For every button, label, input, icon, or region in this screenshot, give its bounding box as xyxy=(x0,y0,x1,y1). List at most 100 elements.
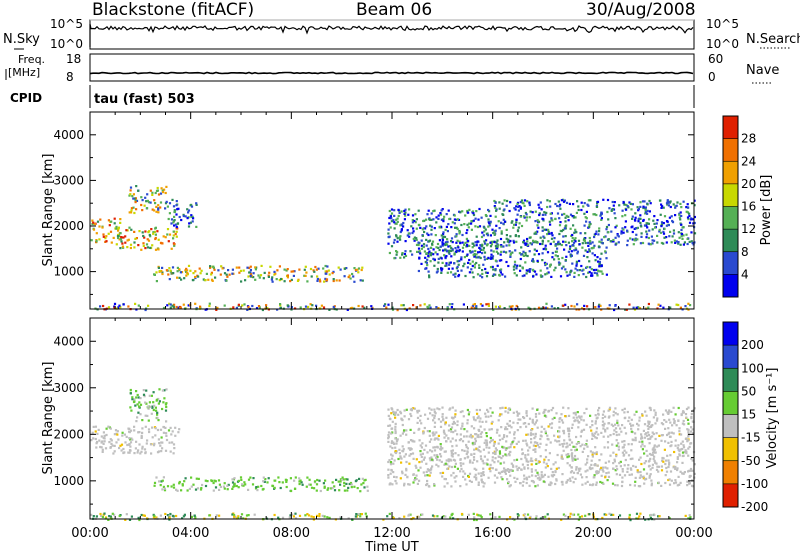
heatmap-cell xyxy=(632,464,635,468)
heatmap-cell xyxy=(633,238,636,241)
heatmap-cell xyxy=(439,443,442,446)
heatmap-cell xyxy=(411,253,414,256)
heatmap-cell xyxy=(96,432,99,435)
nsearch-tick-top: 10^5 xyxy=(706,17,739,31)
heatmap-cell xyxy=(157,211,160,214)
heatmap-cell xyxy=(424,267,427,270)
heatmap-cell xyxy=(387,424,390,427)
heatmap-cell xyxy=(486,463,489,466)
heatmap-cell xyxy=(98,238,101,241)
heatmap-cell xyxy=(605,273,608,276)
heatmap-cell xyxy=(502,222,505,225)
heatmap-cell xyxy=(337,480,340,483)
heatmap-cell xyxy=(355,513,358,516)
heatmap-cell xyxy=(499,269,502,272)
heatmap-cell xyxy=(451,512,454,515)
heatmap-cell xyxy=(232,306,235,309)
heatmap-cell xyxy=(161,189,164,192)
heatmap-cell xyxy=(217,479,221,482)
heatmap-cell xyxy=(667,459,670,462)
heatmap-cell xyxy=(529,432,533,435)
heatmap-cell xyxy=(99,218,102,221)
heatmap-cell xyxy=(149,443,153,446)
heatmap-cell xyxy=(630,226,633,229)
heatmap-cell xyxy=(403,484,406,487)
heatmap-cell xyxy=(445,225,448,228)
heatmap-cell xyxy=(416,421,419,424)
heatmap-cell xyxy=(542,411,545,414)
heatmap-cell xyxy=(366,489,369,492)
heatmap-cell xyxy=(487,415,490,418)
heatmap-cell xyxy=(516,213,519,216)
heatmap-cell xyxy=(654,413,657,417)
heatmap-cell xyxy=(563,248,566,251)
heatmap-cell xyxy=(663,215,667,218)
heatmap-cell xyxy=(518,222,521,225)
heatmap-cell xyxy=(147,239,151,242)
heatmap-cell xyxy=(675,303,678,306)
heatmap-cell xyxy=(449,261,452,264)
heatmap-cell xyxy=(436,407,439,410)
heatmap-cell xyxy=(118,514,121,518)
heatmap-cell xyxy=(534,240,537,243)
heatmap-cell xyxy=(389,461,393,464)
heatmap-cell xyxy=(442,429,446,432)
heatmap-cell xyxy=(155,516,158,519)
heatmap-cell xyxy=(254,268,257,271)
heatmap-cell xyxy=(133,230,136,233)
heatmap-cell xyxy=(283,280,286,283)
heatmap-cell xyxy=(653,222,656,225)
heatmap-cell xyxy=(654,422,657,425)
heatmap-cell xyxy=(252,272,255,275)
freq-tick-top: 18 xyxy=(66,52,81,66)
heatmap-cell xyxy=(143,514,146,517)
heatmap-cell xyxy=(401,470,404,473)
heatmap-cell xyxy=(445,416,448,419)
heatmap-cell xyxy=(513,263,517,266)
heatmap-cell xyxy=(138,401,141,404)
heatmap-cell xyxy=(652,219,655,222)
heatmap-cell xyxy=(425,470,428,473)
heatmap-cell xyxy=(588,250,591,253)
heatmap-cell xyxy=(644,410,647,413)
heatmap-cell xyxy=(443,436,446,439)
heatmap-cell xyxy=(547,438,550,441)
heatmap-cell xyxy=(588,248,591,251)
heatmap-cell xyxy=(331,486,334,490)
heatmap-cell xyxy=(429,449,432,452)
heatmap-cell xyxy=(660,422,663,425)
heatmap-cell xyxy=(208,304,211,308)
heatmap-cell xyxy=(210,271,213,274)
heatmap-cell xyxy=(318,479,321,482)
heatmap-cell xyxy=(450,237,454,240)
heatmap-cell xyxy=(432,248,435,251)
heatmap-cell xyxy=(604,428,607,431)
heatmap-cell xyxy=(436,267,439,271)
heatmap-cell xyxy=(476,240,479,243)
heatmap-cell xyxy=(438,239,441,242)
heatmap-cell xyxy=(318,278,321,281)
heatmap-cell xyxy=(581,443,584,446)
heatmap-cell xyxy=(456,467,459,470)
heatmap-cell xyxy=(231,272,234,275)
heatmap-cell xyxy=(646,212,649,215)
heatmap-cell xyxy=(466,422,469,425)
heatmap-cell xyxy=(489,436,492,440)
heatmap-cell xyxy=(193,514,196,517)
heatmap-cell xyxy=(428,407,431,410)
heatmap-cell xyxy=(399,412,403,415)
heatmap-cell xyxy=(444,241,447,244)
heatmap-cell xyxy=(571,513,574,516)
heatmap-cell xyxy=(475,447,478,451)
heatmap-cell xyxy=(444,450,447,453)
heatmap-cell xyxy=(685,210,688,213)
heatmap-cell xyxy=(403,209,406,213)
heatmap-cell xyxy=(175,305,178,309)
heatmap-cell xyxy=(490,422,493,425)
heatmap-cell xyxy=(402,430,405,433)
heatmap-cell xyxy=(604,250,607,253)
heatmap-cell xyxy=(648,476,651,479)
heatmap-cell xyxy=(411,440,414,443)
y-tick-label: 4000 xyxy=(53,128,84,142)
heatmap-cell xyxy=(267,274,270,277)
